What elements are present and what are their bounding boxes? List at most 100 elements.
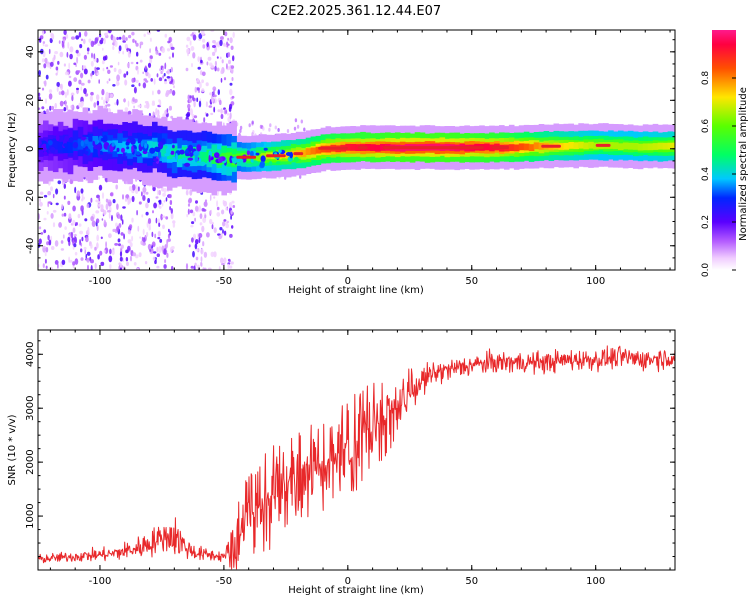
noise-dot [75,35,80,40]
ridge-blob [140,140,144,147]
ridge-segment [573,142,579,150]
ridge-blob [250,158,254,163]
noise-dot [157,246,162,253]
noise-dot [90,197,93,203]
noise-dot [199,213,203,220]
noise-dot [96,224,99,231]
noise-dot [221,68,224,74]
noise-dot [132,97,135,102]
noise-dot [162,215,166,219]
noise-dot [90,40,95,47]
ridge-blob [165,147,172,155]
ridge-segment [518,143,525,151]
noise-dot [153,202,158,209]
noise-dot [294,118,298,123]
noise-dot [48,48,51,55]
noise-dot [97,176,101,180]
noise-dot [196,97,199,103]
ridge-segment [310,147,317,155]
noise-dot [166,241,169,248]
noise-dot [80,72,84,79]
ridge-blob [276,161,281,165]
noise-dot [227,37,229,41]
noise-dot [197,56,200,62]
noise-dot [205,82,209,87]
noise-dot [38,107,41,110]
noise-dot [144,104,147,109]
noise-dot [96,234,100,242]
noise-dot [118,68,122,75]
noise-dot [38,70,41,76]
noise-dot [284,175,287,180]
noise-dot [118,45,122,52]
noise-dot [113,67,117,72]
noise-dot [193,115,198,119]
ridge-segment [62,142,69,153]
noise-dot [78,223,82,227]
noise-dot [168,105,172,111]
noise-dot [129,242,133,248]
noise-dot [142,82,147,89]
ridge-blob [126,146,130,150]
noise-dot [152,90,154,96]
noise-dot [94,37,99,44]
noise-dot [115,222,118,227]
noise-dot [62,234,65,239]
noise-dot [137,225,140,232]
noise-dot [158,199,162,205]
noise-dot [231,95,235,99]
noise-dot [131,217,134,223]
ridge-segment [211,153,218,164]
noise-dot [55,66,59,71]
ridge-blob [184,162,191,167]
noise-dot [98,203,101,207]
ridge-blob [80,136,87,141]
ridge-blob [100,137,106,142]
noise-dot [189,189,193,196]
noise-dot [144,261,148,265]
noise-dot [211,95,213,101]
ridge-segment [77,138,84,150]
ridge-blob [260,142,264,147]
noise-dot [136,61,139,65]
noise-dot [47,234,50,241]
noise-dot [38,238,42,245]
noise-dot [109,65,113,68]
ridge-blob [64,135,69,142]
noise-dot [80,205,84,212]
noise-dot [198,205,202,212]
noise-dot [196,78,200,82]
noise-dot [172,222,176,228]
ridge-blob [55,134,60,142]
noise-dot [222,229,224,234]
noise-dot [268,127,271,132]
noise-dot [102,56,107,61]
noise-dot [200,248,204,255]
ridge-segment [484,143,490,151]
noise-dot [251,120,254,125]
noise-dot [210,209,213,215]
noise-dot [87,52,90,55]
noise-dot [80,242,83,247]
noise-dot [90,60,94,67]
noise-dot [138,252,142,258]
noise-dot [163,73,166,77]
ridge-segment [350,144,356,151]
ridge-blob [214,152,220,159]
noise-dot [73,243,77,248]
noise-dot [220,257,224,264]
spectrogram-xtick-label: 0 [345,276,351,287]
ridge-peak [266,154,286,158]
noise-dot [213,196,216,199]
noise-dot [120,214,123,221]
noise-dot [54,240,59,247]
noise-dot [96,100,100,106]
snr-xtick-label: 100 [586,576,605,587]
noise-dot [186,36,191,42]
noise-dot [96,242,99,249]
noise-dot [145,191,149,195]
noise-dot [76,190,81,197]
noise-dot [219,99,222,106]
noise-dot [162,224,165,229]
noise-dot [121,219,124,225]
